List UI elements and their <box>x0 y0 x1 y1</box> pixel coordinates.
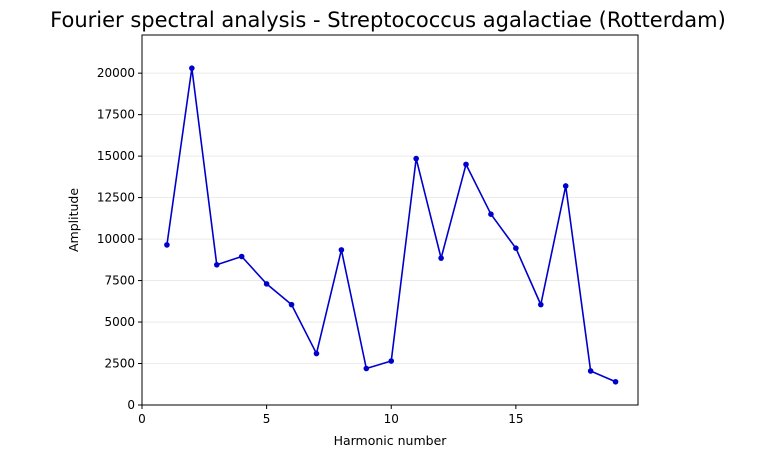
data-point <box>338 247 345 253</box>
series-group <box>164 65 619 385</box>
y-tick-label: 0 <box>127 398 135 412</box>
y-axis-label: Amplitude <box>66 188 81 252</box>
data-point <box>587 368 594 374</box>
series-line <box>166 67 616 383</box>
data-point <box>263 281 270 287</box>
x-axis-label: Harmonic number <box>334 433 448 448</box>
data-point <box>238 253 245 260</box>
y-tick-label: 7500 <box>104 274 135 288</box>
grid <box>142 72 638 406</box>
data-point <box>388 358 395 364</box>
x-tick-label: 15 <box>508 412 523 426</box>
data-point <box>313 350 320 357</box>
data-point <box>189 65 195 71</box>
y-axis: 0 2500 5000 7500 10000 12500 15000 17500 20000 <box>97 66 142 412</box>
chart-title: Fourier spectral analysis - Streptococcu… <box>50 8 726 32</box>
y-tick-label: 2500 <box>104 357 135 371</box>
x-tick-label: 10 <box>384 412 399 426</box>
data-point <box>612 378 619 385</box>
data-point <box>562 183 569 189</box>
data-point <box>513 245 519 252</box>
x-tick-label: 5 <box>263 412 271 426</box>
data-point <box>213 261 220 268</box>
y-tick-label: 12500 <box>97 191 135 205</box>
plot-area-frame <box>141 34 639 406</box>
data-point <box>413 155 419 162</box>
y-tick-label: 20000 <box>97 66 135 80</box>
data-point <box>463 161 469 168</box>
y-tick-label: 15000 <box>97 149 135 163</box>
y-tick-label: 17500 <box>97 108 135 122</box>
data-point <box>537 301 544 308</box>
data-point <box>488 211 494 217</box>
x-tick-label: 0 <box>138 412 146 426</box>
x-axis: 0 5 10 15 <box>138 405 524 426</box>
data-point <box>164 242 170 248</box>
data-point <box>363 365 370 372</box>
y-tick-label: 5000 <box>104 315 135 329</box>
data-point <box>288 301 295 308</box>
data-point <box>438 255 444 261</box>
y-tick-label: 10000 <box>97 232 135 246</box>
